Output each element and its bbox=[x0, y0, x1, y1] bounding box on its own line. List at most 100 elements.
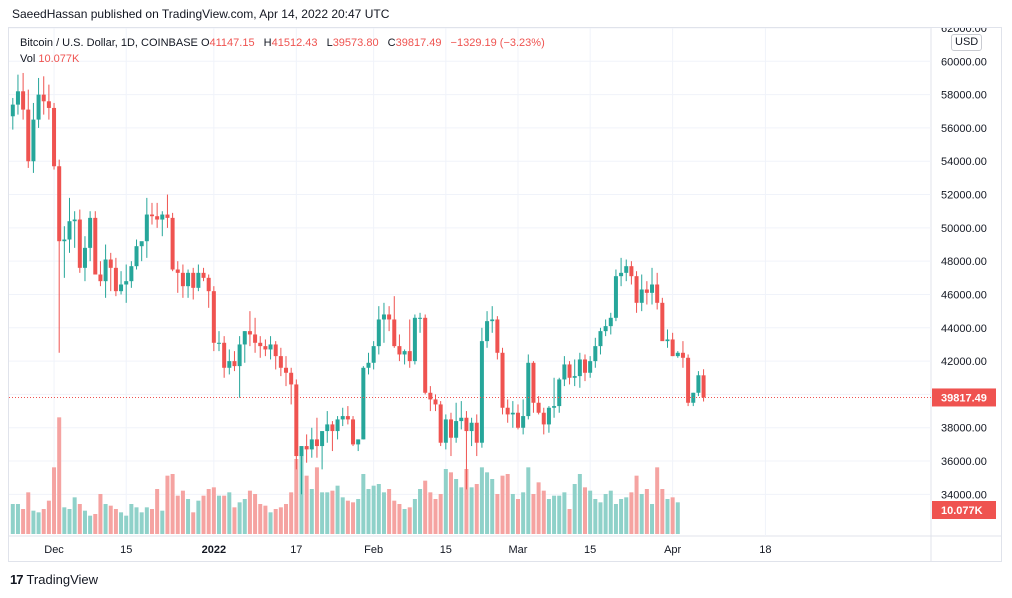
candle-body bbox=[299, 446, 304, 457]
volume-bar bbox=[41, 509, 46, 534]
candlesticks bbox=[10, 72, 706, 495]
volume-bar bbox=[443, 469, 448, 534]
price-tick-label: 48000.00 bbox=[941, 256, 987, 268]
date-tick-label: Mar bbox=[509, 544, 528, 556]
volume-bar bbox=[201, 495, 206, 534]
volume-bar bbox=[144, 507, 149, 534]
volume-bars bbox=[10, 417, 680, 534]
volume-bar bbox=[52, 467, 57, 534]
volume-bar bbox=[206, 489, 211, 534]
footer-brand[interactable]: 17 TradingView bbox=[10, 572, 98, 587]
volume-bar bbox=[46, 500, 51, 534]
volume-bar bbox=[62, 507, 67, 534]
volume-bar bbox=[464, 469, 469, 534]
volume-bar bbox=[675, 502, 680, 534]
candle-body bbox=[526, 362, 531, 417]
volume-bar bbox=[345, 500, 350, 534]
volume-bar bbox=[402, 509, 407, 534]
volume-bar bbox=[88, 515, 93, 534]
candle-body bbox=[72, 219, 77, 222]
candle-body bbox=[680, 352, 685, 358]
volume-bar bbox=[356, 499, 361, 534]
candle-body bbox=[500, 352, 505, 408]
symbol-legend: Bitcoin / U.S. Dollar, 1D, COINBASE O411… bbox=[20, 35, 545, 67]
date-tick-label: Feb bbox=[364, 544, 383, 556]
volume-bar bbox=[155, 489, 160, 534]
volume-bar bbox=[15, 504, 20, 534]
candle-body bbox=[82, 247, 87, 268]
candle-body bbox=[330, 424, 335, 432]
volume-bar bbox=[160, 510, 165, 534]
volume-bar bbox=[495, 494, 500, 534]
volume-bar bbox=[222, 495, 227, 534]
volume-bar bbox=[227, 492, 232, 534]
candle-body bbox=[588, 361, 593, 373]
volume-bar bbox=[82, 510, 87, 534]
volume-bar bbox=[175, 495, 180, 534]
candle-body bbox=[237, 344, 242, 367]
candle-body bbox=[392, 319, 397, 347]
candle-body bbox=[624, 266, 629, 273]
volume-bar bbox=[423, 480, 428, 534]
candle-body bbox=[46, 101, 51, 108]
volume-bar bbox=[438, 494, 443, 534]
candle-body bbox=[186, 272, 191, 287]
high-value: 41512.43 bbox=[271, 37, 318, 49]
price-chart[interactable]: 62000.00 60000.00 58000.00 56000.00 54000.00… bbox=[9, 28, 1002, 561]
candle-body bbox=[583, 359, 588, 373]
candle-body bbox=[557, 379, 562, 407]
candle-body bbox=[124, 281, 129, 285]
volume-bar bbox=[57, 417, 62, 534]
time-axis: Dec 15 2022 17 Feb 15 Mar 15 Apr 18 bbox=[44, 544, 771, 556]
candle-body bbox=[289, 372, 294, 385]
candle-body bbox=[340, 416, 345, 420]
candle-body bbox=[665, 339, 670, 342]
candle-body bbox=[273, 344, 278, 357]
volume-bar bbox=[392, 500, 397, 534]
volume-bar bbox=[650, 504, 655, 534]
candle-body bbox=[93, 217, 98, 275]
volume-bar bbox=[510, 494, 515, 534]
price-tick-label: 54000.00 bbox=[941, 156, 987, 168]
candle-body bbox=[165, 214, 170, 218]
candle-body bbox=[464, 417, 469, 432]
brand-name: TradingView bbox=[26, 572, 99, 587]
candle-body bbox=[294, 384, 299, 457]
candle-body bbox=[423, 317, 428, 393]
volume-bar bbox=[31, 510, 36, 534]
volume-bar bbox=[588, 490, 593, 534]
candle-body bbox=[366, 362, 371, 368]
candle-body bbox=[21, 91, 26, 110]
price-axis: 62000.00 60000.00 58000.00 56000.00 54000.00… bbox=[941, 28, 987, 501]
volume-bar bbox=[314, 467, 319, 534]
candle-body bbox=[351, 419, 356, 445]
open-value: 41147.15 bbox=[209, 37, 255, 49]
volume-bar bbox=[242, 499, 247, 534]
candle-body bbox=[479, 341, 484, 443]
volume-bar bbox=[521, 492, 526, 534]
volume-bar bbox=[583, 487, 588, 534]
volume-bar bbox=[397, 504, 402, 534]
publish-info: SaeedHassan published on TradingView.com… bbox=[12, 7, 390, 21]
close-value: 39817.49 bbox=[395, 37, 442, 49]
volume-bar bbox=[500, 475, 505, 534]
candle-body bbox=[320, 431, 325, 447]
price-tick-label: 36000.00 bbox=[941, 456, 987, 468]
volume-bar bbox=[387, 489, 392, 534]
candle-body bbox=[196, 272, 201, 288]
candle-body bbox=[227, 361, 232, 368]
volume-bar bbox=[129, 504, 134, 534]
candle-body bbox=[36, 94, 41, 120]
volume-bar bbox=[211, 487, 216, 534]
volume-bar bbox=[103, 504, 108, 534]
volume-bar bbox=[407, 507, 412, 534]
candle-body bbox=[15, 91, 20, 105]
volume-bar bbox=[237, 502, 242, 534]
volume-bar bbox=[469, 487, 474, 534]
currency-button[interactable]: USD bbox=[951, 34, 983, 51]
candle-body bbox=[201, 272, 206, 278]
date-tick-label: 18 bbox=[759, 544, 771, 556]
volume-bar bbox=[366, 489, 371, 534]
volume-bar bbox=[119, 512, 124, 534]
candle-body bbox=[284, 367, 289, 373]
